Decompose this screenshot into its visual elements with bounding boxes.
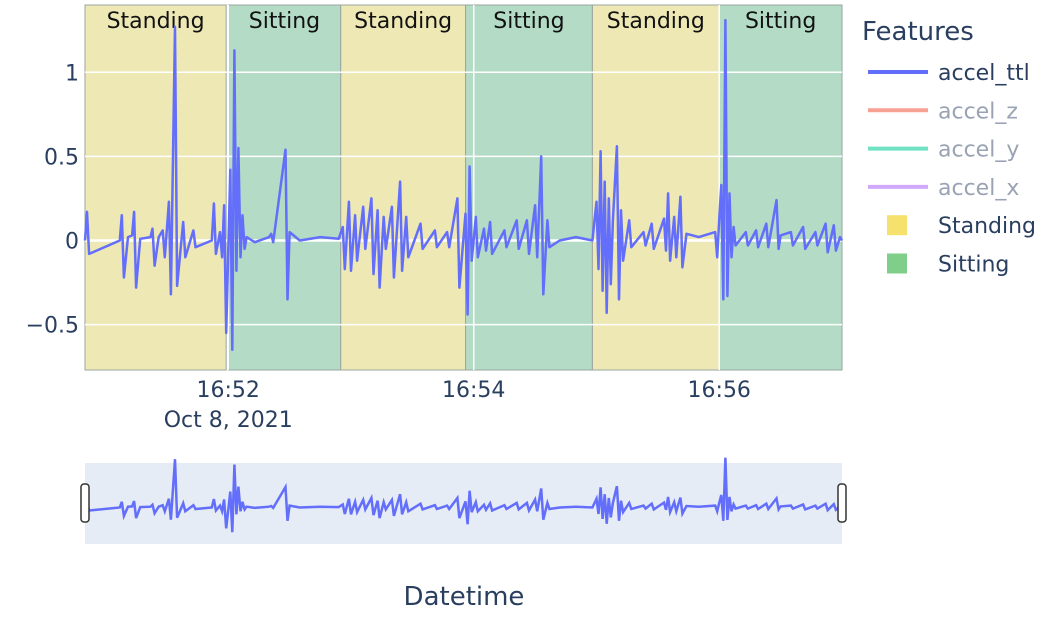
x-axis-ticks: 16:52 Oct 8, 2021 16:54 16:56 (164, 378, 751, 433)
y-tick-label: 0.5 (44, 145, 79, 170)
activity-region-sitting (718, 4, 843, 371)
region-label: Sitting (745, 9, 816, 34)
legend-item-accel_z[interactable]: accel_z (868, 99, 1018, 124)
legend-label: accel_z (938, 99, 1018, 124)
activity-region-sitting (465, 4, 593, 371)
legend-label: Sitting (938, 253, 1009, 278)
legend-item-accel_ttl[interactable]: accel_ttl (868, 61, 1030, 86)
legend-label: accel_y (938, 138, 1019, 163)
y-tick-label: 0 (65, 229, 79, 254)
region-label: Standing (107, 9, 205, 34)
x-axis-title: Datetime (404, 582, 525, 612)
range-slider[interactable] (80, 457, 847, 544)
legend-item-accel_y[interactable]: accel_y (868, 138, 1019, 163)
region-label: Standing (354, 9, 452, 34)
legend-title: Features (862, 17, 974, 47)
x-tick-label: 16:52 (197, 378, 260, 403)
x-tick-date-label: Oct 8, 2021 (164, 408, 293, 433)
legend-swatch (887, 253, 907, 274)
activity-regions (84, 4, 843, 371)
region-label: Sitting (249, 9, 320, 34)
legend-swatch (887, 215, 907, 236)
legend-item-sitting[interactable]: Sitting (887, 253, 1009, 278)
region-label: Sitting (493, 9, 564, 34)
range-slider-series-accel_ttl (83, 457, 843, 533)
legend-item-standing[interactable]: Standing (887, 214, 1036, 239)
x-tick-label: 16:54 (442, 378, 505, 403)
legend[interactable]: Features accel_ttl accel_z accel_y accel_x S… (862, 17, 1036, 278)
activity-region-standing (340, 4, 467, 371)
activity-region-sitting (227, 4, 342, 371)
y-tick-label: 1 (65, 61, 79, 86)
series-lines (83, 18, 844, 352)
range-slider-left-handle[interactable] (80, 483, 90, 523)
legend-label: Standing (938, 214, 1036, 239)
activity-region-labels: Standing Sitting Standing Sitting Standing Si… (107, 9, 817, 34)
legend-label: accel_x (938, 176, 1019, 201)
region-label: Standing (607, 9, 705, 34)
legend-label: accel_ttl (938, 61, 1030, 86)
range-slider-right-handle[interactable] (837, 483, 847, 523)
activity-region-standing (591, 4, 720, 371)
legend-item-accel_x[interactable]: accel_x (868, 176, 1019, 201)
y-axis-ticks: −0.5 0 0.5 1 (26, 61, 79, 338)
series-line-accel_ttl[interactable] (83, 18, 844, 352)
x-tick-label: 16:56 (688, 378, 751, 403)
y-tick-label: −0.5 (26, 314, 79, 339)
activity-region-standing (84, 4, 227, 371)
